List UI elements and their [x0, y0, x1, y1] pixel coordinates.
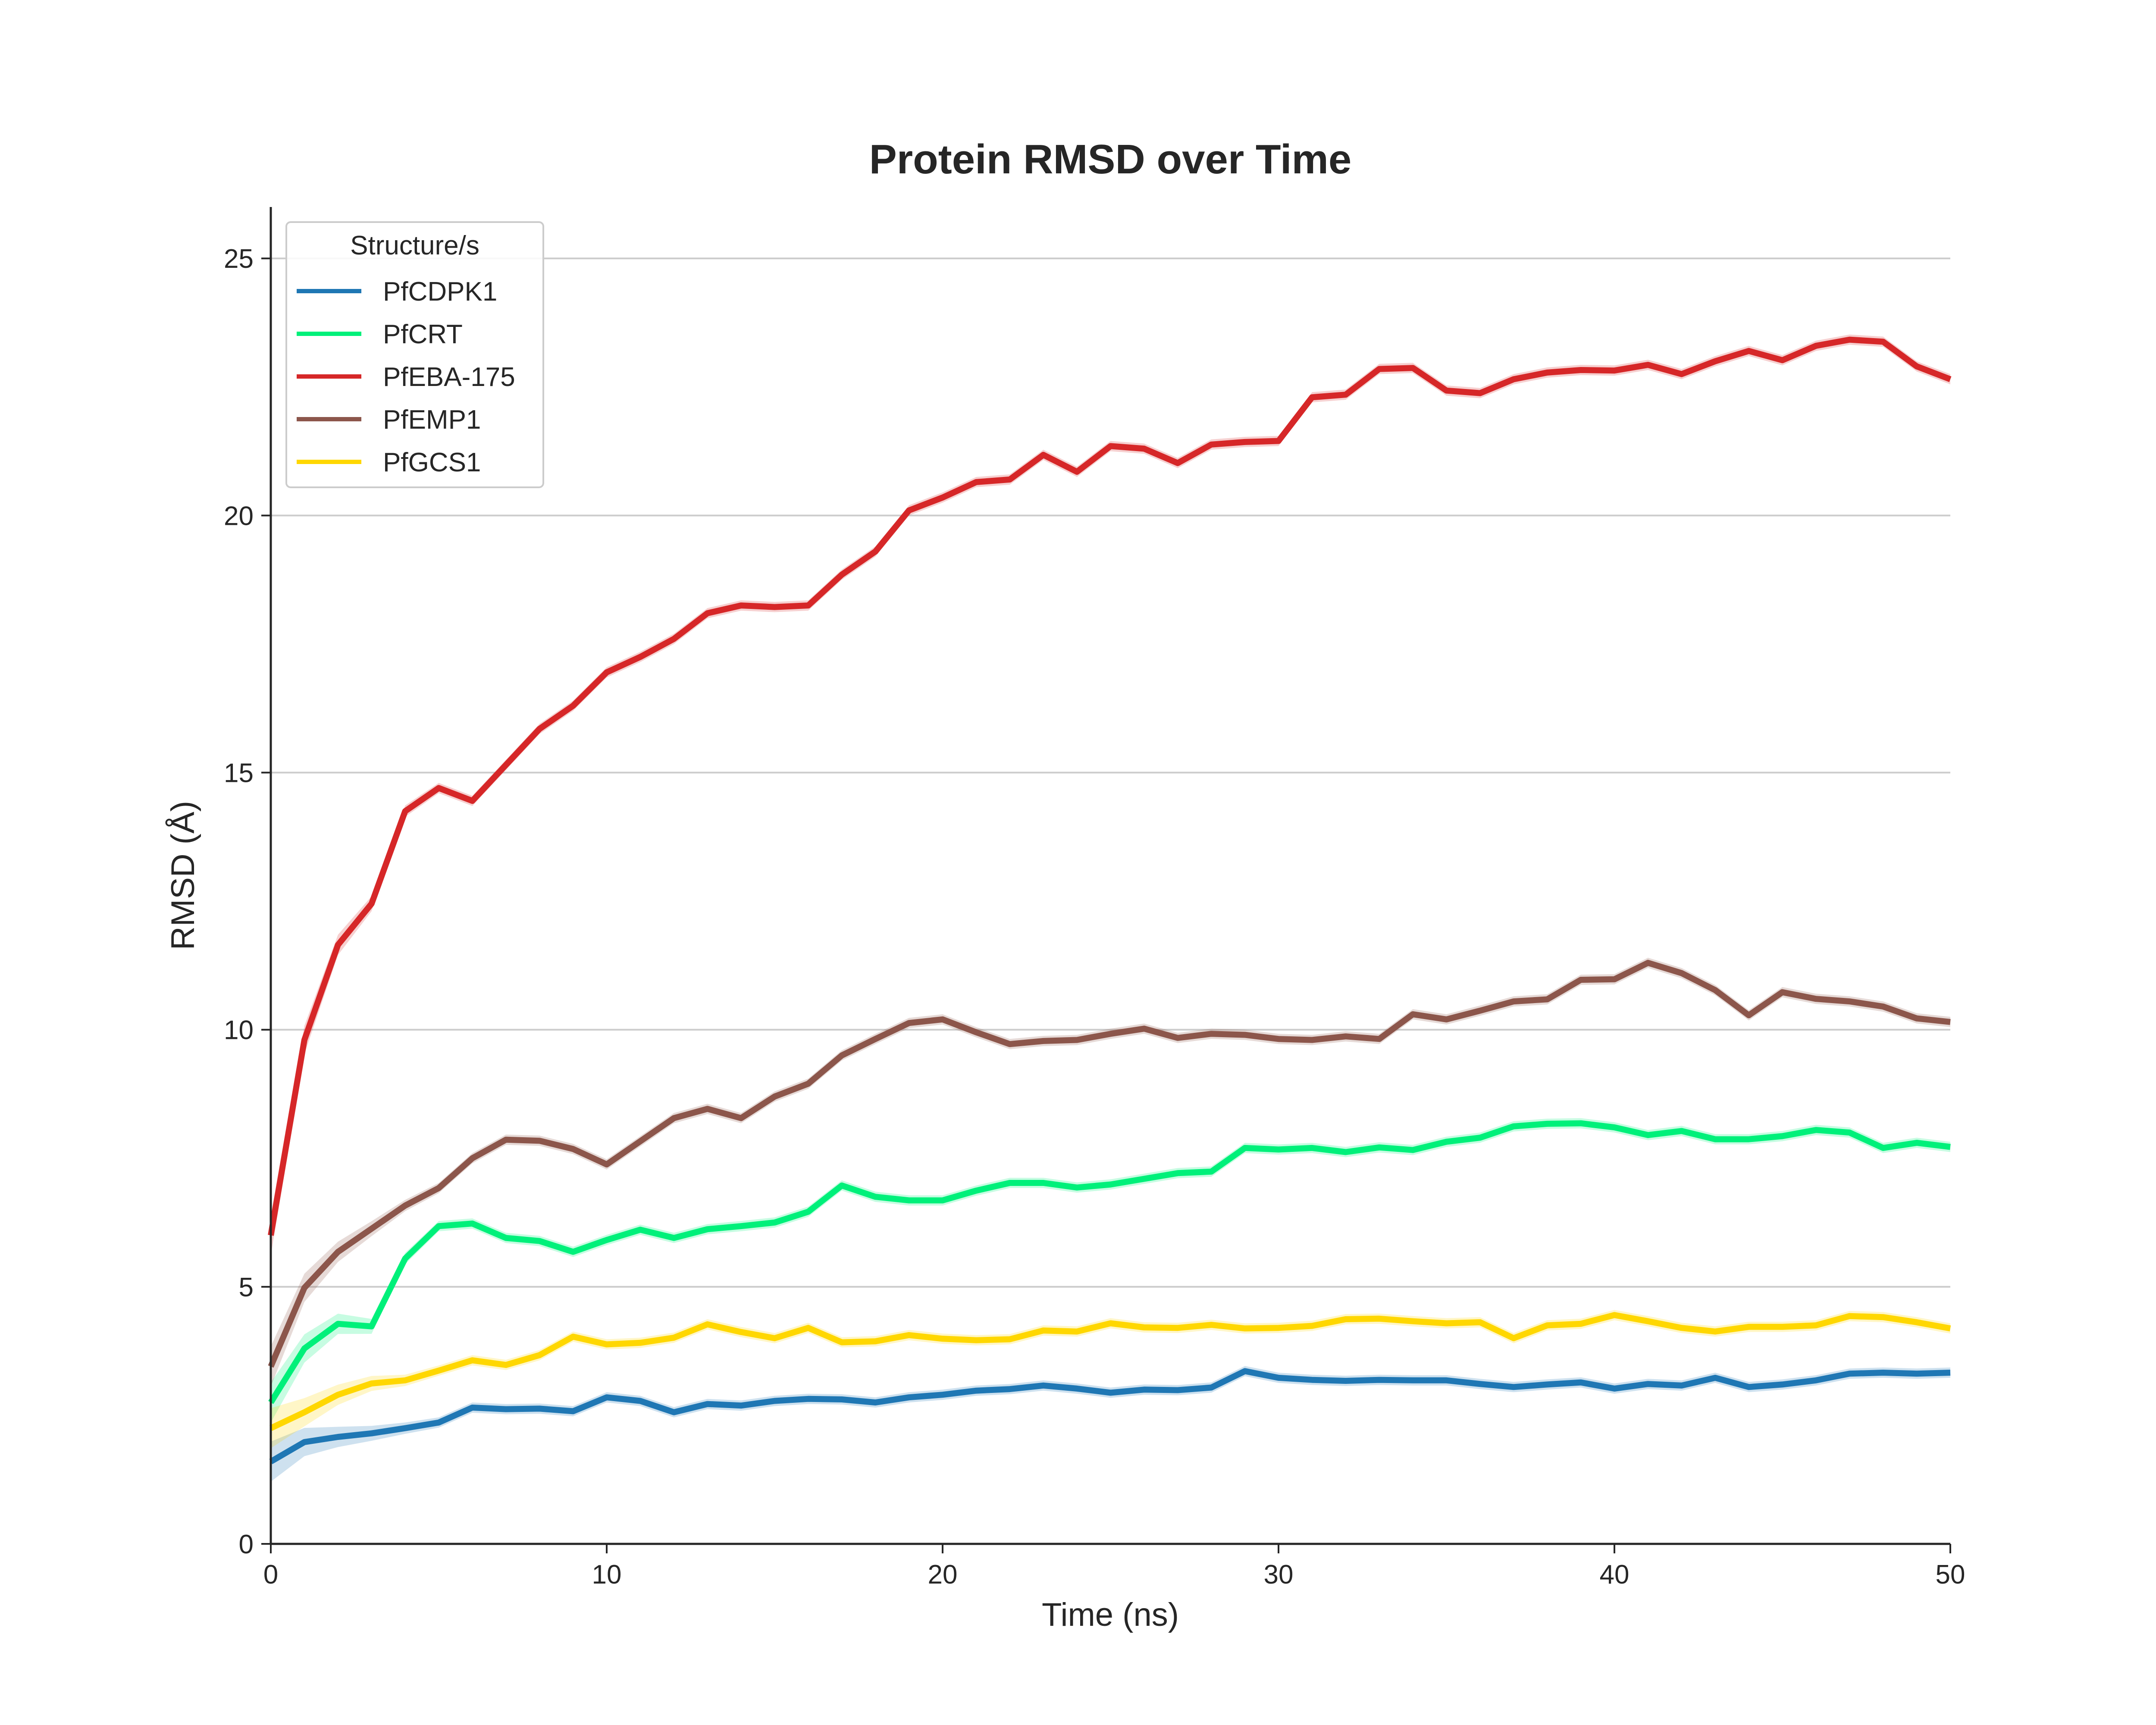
legend-label: PfCRT: [383, 320, 463, 349]
axes: [270, 207, 1950, 1545]
y-tick-label: 15: [224, 759, 254, 788]
y-tick-label: 10: [224, 1016, 254, 1045]
x-axis-label: Time (ns): [1042, 1596, 1179, 1633]
x-tick-label: 30: [1264, 1560, 1294, 1590]
legend-label: PfGCS1: [383, 448, 481, 477]
series-line-pfemp1: [268, 960, 1951, 1368]
x-ticks: 0 10 20 30 40 50: [263, 1544, 1965, 1590]
series-band-pfcdpk1: [271, 1366, 1950, 1482]
legend: Structure/s PfCDPK1PfCRTPfEBA-175PfEMP1P…: [285, 221, 544, 488]
x-tick-label: 0: [263, 1560, 278, 1590]
series-lines: [268, 336, 1952, 1465]
y-ticks: 0 5 10 15 20 25: [224, 244, 271, 1559]
x-tick-label: 20: [928, 1560, 958, 1590]
legend-label: PfEMP1: [383, 405, 481, 435]
legend-label: PfCDPK1: [383, 277, 497, 307]
confidence-bands: [271, 334, 1950, 1482]
series-line-pfcdpk1: [269, 1368, 1951, 1465]
legend-label: PfEBA-175: [383, 362, 515, 392]
x-tick-label: 50: [1936, 1560, 1965, 1590]
legend-entries: PfCDPK1 PfCRT PfEBA-175 PfEMP1 PfGCS1: [297, 277, 515, 477]
y-axis-label: RMSD (Å): [165, 801, 201, 950]
grid: [271, 257, 1950, 1288]
series-line-pfgcs1: [270, 1312, 1951, 1431]
chart-title: Protein RMSD over Time: [869, 136, 1351, 182]
series-line-pfeba-175: [268, 336, 1952, 1236]
series-band-pfgcs1: [271, 1310, 1950, 1449]
y-tick-label: 5: [239, 1273, 254, 1302]
series-line-pfcrt: [268, 1120, 1951, 1404]
y-tick-label: 20: [224, 501, 254, 531]
x-tick-label: 10: [592, 1560, 622, 1590]
y-tick-label: 0: [239, 1530, 254, 1559]
legend-title: Structure/s: [350, 231, 479, 260]
y-tick-label: 25: [224, 244, 254, 274]
x-tick-label: 40: [1600, 1560, 1630, 1590]
